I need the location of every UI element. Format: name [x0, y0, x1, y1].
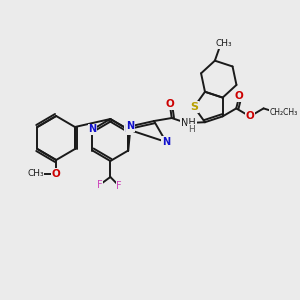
Text: NH: NH	[181, 118, 196, 128]
Text: CH₃: CH₃	[27, 169, 44, 178]
Text: F: F	[97, 180, 102, 190]
Text: S: S	[190, 102, 198, 112]
Text: CH₂CH₃: CH₂CH₃	[269, 108, 297, 117]
Text: CH₃: CH₃	[215, 39, 232, 48]
Text: N: N	[127, 121, 135, 131]
Text: O: O	[235, 92, 244, 101]
Text: N: N	[124, 124, 132, 134]
Text: O: O	[52, 169, 61, 179]
Text: N: N	[88, 124, 97, 134]
Text: F: F	[116, 181, 122, 191]
Text: O: O	[165, 99, 174, 109]
Text: N: N	[162, 137, 170, 147]
Text: O: O	[245, 111, 254, 122]
Text: H: H	[188, 124, 195, 134]
